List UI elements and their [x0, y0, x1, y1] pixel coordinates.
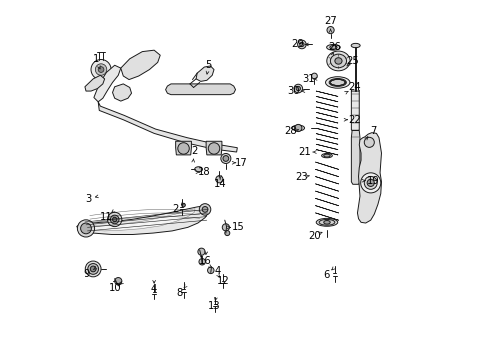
Circle shape	[95, 64, 106, 75]
Polygon shape	[175, 141, 191, 155]
Circle shape	[199, 258, 205, 265]
Circle shape	[208, 143, 219, 154]
Polygon shape	[196, 66, 214, 81]
Circle shape	[182, 203, 185, 207]
Circle shape	[294, 125, 301, 132]
Circle shape	[364, 137, 373, 147]
Text: 15: 15	[231, 222, 244, 232]
Text: 23: 23	[294, 172, 307, 182]
Circle shape	[221, 153, 230, 163]
Polygon shape	[94, 65, 121, 102]
Polygon shape	[98, 102, 237, 152]
Circle shape	[88, 264, 99, 274]
Text: 4: 4	[151, 284, 157, 294]
Circle shape	[326, 27, 333, 34]
Ellipse shape	[330, 54, 346, 68]
Polygon shape	[86, 209, 195, 231]
Circle shape	[223, 156, 228, 161]
Circle shape	[202, 207, 207, 212]
Ellipse shape	[329, 79, 345, 86]
Text: 3: 3	[85, 194, 91, 204]
Text: 6: 6	[323, 270, 329, 280]
Circle shape	[224, 230, 229, 235]
Circle shape	[178, 143, 189, 154]
Text: 7: 7	[369, 126, 375, 135]
Circle shape	[296, 86, 300, 91]
Text: 26: 26	[328, 42, 341, 51]
Polygon shape	[351, 131, 359, 184]
Ellipse shape	[323, 154, 329, 157]
Circle shape	[81, 223, 91, 234]
Ellipse shape	[326, 44, 340, 50]
Text: 29: 29	[290, 40, 304, 49]
Ellipse shape	[325, 77, 349, 88]
Text: 24: 24	[348, 82, 361, 93]
Circle shape	[110, 215, 119, 224]
Text: 30: 30	[287, 86, 300, 96]
Text: 19: 19	[366, 176, 379, 186]
Polygon shape	[206, 141, 222, 155]
Circle shape	[115, 278, 122, 285]
Text: 9: 9	[83, 269, 90, 279]
Ellipse shape	[334, 58, 341, 64]
Text: 2: 2	[191, 146, 197, 156]
Polygon shape	[357, 133, 381, 223]
Text: 14: 14	[213, 179, 226, 189]
Circle shape	[299, 42, 304, 46]
Circle shape	[85, 261, 101, 277]
Text: 12: 12	[216, 276, 229, 286]
Polygon shape	[121, 50, 160, 80]
Circle shape	[360, 173, 380, 193]
Text: 27: 27	[324, 17, 336, 27]
Text: 20: 20	[307, 231, 320, 240]
Ellipse shape	[326, 51, 349, 71]
Text: 22: 22	[348, 115, 361, 125]
Ellipse shape	[328, 78, 346, 86]
Text: 17: 17	[234, 158, 247, 168]
Ellipse shape	[329, 45, 336, 49]
Ellipse shape	[323, 221, 329, 224]
Circle shape	[222, 224, 229, 231]
Circle shape	[207, 267, 214, 274]
Circle shape	[215, 176, 223, 183]
Text: 1: 1	[92, 54, 99, 64]
Circle shape	[77, 220, 94, 237]
Text: 8: 8	[176, 288, 182, 298]
Ellipse shape	[316, 219, 337, 226]
Polygon shape	[165, 84, 235, 95]
Circle shape	[112, 217, 117, 222]
Circle shape	[90, 266, 96, 272]
Circle shape	[364, 176, 376, 189]
Polygon shape	[77, 206, 209, 234]
Text: 13: 13	[207, 301, 220, 311]
Ellipse shape	[291, 125, 304, 131]
Circle shape	[107, 212, 122, 226]
Text: 11: 11	[100, 212, 113, 221]
Polygon shape	[351, 90, 359, 131]
Text: 31: 31	[302, 74, 314, 84]
Text: 2: 2	[172, 204, 179, 215]
Circle shape	[366, 179, 373, 186]
Ellipse shape	[350, 43, 360, 48]
Ellipse shape	[321, 153, 332, 158]
Polygon shape	[112, 84, 131, 101]
Circle shape	[293, 84, 302, 93]
Circle shape	[98, 67, 104, 72]
Text: 28: 28	[284, 126, 296, 135]
Text: 18: 18	[198, 167, 210, 177]
Ellipse shape	[319, 220, 334, 225]
Text: 5: 5	[205, 60, 211, 70]
Text: 4: 4	[214, 266, 220, 276]
Circle shape	[198, 248, 204, 255]
Text: 10: 10	[109, 283, 122, 293]
Text: 21: 21	[298, 147, 310, 157]
Circle shape	[311, 73, 317, 79]
Circle shape	[91, 59, 111, 80]
Polygon shape	[85, 75, 104, 91]
Circle shape	[297, 40, 305, 49]
Ellipse shape	[194, 167, 202, 172]
Circle shape	[199, 204, 210, 215]
Text: 25: 25	[346, 56, 359, 66]
Text: 16: 16	[198, 256, 211, 266]
